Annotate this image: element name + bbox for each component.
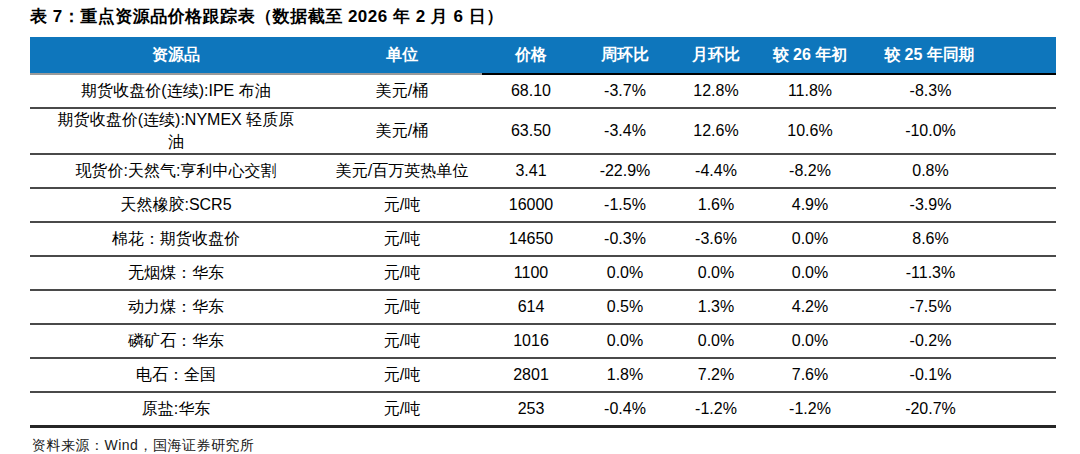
value-cell: 1100: [482, 256, 580, 290]
column-header: 较 26 年初: [762, 37, 858, 74]
table-row: 天然橡胶:SCR5元/吨16000-1.5%1.6%4.9%-3.9%: [30, 188, 1056, 222]
value-cell: 614: [482, 290, 580, 324]
value-cell: 0.0%: [762, 256, 858, 290]
value-cell: -20.7%: [858, 392, 1056, 427]
table-row: 棉花：期货收盘价元/吨14650-0.3%-3.6%0.0%8.6%: [30, 222, 1056, 256]
value-cell: 4.9%: [762, 188, 858, 222]
value-cell: 0.0%: [580, 324, 670, 358]
resource-name-cell: 期货收盘价(连续):NYMEX 轻质原 油: [30, 108, 322, 154]
value-cell: 253: [482, 392, 580, 427]
value-cell: -3.9%: [858, 188, 1056, 222]
column-header: 价格: [482, 37, 580, 74]
value-cell: -8.3%: [858, 74, 1056, 108]
column-header: 单位: [322, 37, 482, 74]
value-cell: 68.10: [482, 74, 580, 108]
resource-name-cell: 电石：全国: [30, 358, 322, 392]
value-cell: 美元/桶: [322, 74, 482, 108]
value-cell: 1.3%: [670, 290, 762, 324]
value-cell: 16000: [482, 188, 580, 222]
table-row: 动力煤：华东元/吨6140.5%1.3%4.2%-7.5%: [30, 290, 1056, 324]
column-header: 周环比: [580, 37, 670, 74]
table-row: 期货收盘价(连续):NYMEX 轻质原 油美元/桶63.50-3.4%12.6%…: [30, 108, 1056, 154]
data-source-note: 资料来源：Wind，国海证券研究所: [32, 437, 1056, 454]
resource-name-cell: 期货收盘价(连续):IPE 布油: [30, 74, 322, 108]
value-cell: -8.2%: [762, 154, 858, 188]
resource-price-table: 资源品单位价格周环比月环比较 26 年初较 25 年同期 期货收盘价(连续):I…: [30, 37, 1056, 428]
value-cell: 元/吨: [322, 290, 482, 324]
resource-name-cell: 磷矿石：华东: [30, 324, 322, 358]
value-cell: -0.2%: [858, 324, 1056, 358]
table-row: 原盐:华东元/吨253-0.4%-1.2%-1.2%-20.7%: [30, 392, 1056, 427]
value-cell: 0.5%: [580, 290, 670, 324]
value-cell: 12.6%: [670, 108, 762, 154]
value-cell: -0.4%: [580, 392, 670, 427]
column-header: 资源品: [30, 37, 322, 74]
value-cell: 美元/百万英热单位: [322, 154, 482, 188]
value-cell: 0.0%: [670, 324, 762, 358]
value-cell: 1016: [482, 324, 580, 358]
value-cell: -0.3%: [580, 222, 670, 256]
table-row: 期货收盘价(连续):IPE 布油美元/桶68.10-3.7%12.8%11.8%…: [30, 74, 1056, 108]
value-cell: 0.0%: [762, 324, 858, 358]
resource-name-cell: 原盐:华东: [30, 392, 322, 427]
value-cell: 元/吨: [322, 392, 482, 427]
resource-name-cell: 无烟煤：华东: [30, 256, 322, 290]
value-cell: 0.8%: [858, 154, 1056, 188]
value-cell: -0.1%: [858, 358, 1056, 392]
value-cell: 元/吨: [322, 222, 482, 256]
resource-name-cell: 动力煤：华东: [30, 290, 322, 324]
table-row: 无烟煤：华东元/吨11000.0%0.0%0.0%-11.3%: [30, 256, 1056, 290]
value-cell: -22.9%: [580, 154, 670, 188]
table-header: 资源品单位价格周环比月环比较 26 年初较 25 年同期: [30, 37, 1056, 74]
resource-name-cell: 现货价:天然气:亨利中心交割: [30, 154, 322, 188]
table-row: 电石：全国元/吨28011.8%7.2%7.6%-0.1%: [30, 358, 1056, 392]
value-cell: -1.2%: [670, 392, 762, 427]
column-header: 月环比: [670, 37, 762, 74]
value-cell: 12.8%: [670, 74, 762, 108]
value-cell: -3.4%: [580, 108, 670, 154]
table-row: 磷矿石：华东元/吨10160.0%0.0%0.0%-0.2%: [30, 324, 1056, 358]
table-title: 表 7：重点资源品价格跟踪表（数据截至 2026 年 2 月 6 日）: [30, 5, 1056, 29]
table-header-row: 资源品单位价格周环比月环比较 26 年初较 25 年同期: [30, 37, 1056, 74]
resource-name-cell: 棉花：期货收盘价: [30, 222, 322, 256]
report-table-section: 表 7：重点资源品价格跟踪表（数据截至 2026 年 2 月 6 日） 资源品单…: [0, 0, 1080, 454]
value-cell: -3.7%: [580, 74, 670, 108]
value-cell: -10.0%: [858, 108, 1056, 154]
value-cell: 7.6%: [762, 358, 858, 392]
value-cell: 10.6%: [762, 108, 858, 154]
value-cell: 4.2%: [762, 290, 858, 324]
value-cell: 0.0%: [670, 256, 762, 290]
value-cell: -1.5%: [580, 188, 670, 222]
table-body: 期货收盘价(连续):IPE 布油美元/桶68.10-3.7%12.8%11.8%…: [30, 74, 1056, 427]
value-cell: 0.0%: [580, 256, 670, 290]
table-row: 现货价:天然气:亨利中心交割美元/百万英热单位3.41-22.9%-4.4%-8…: [30, 154, 1056, 188]
value-cell: 美元/桶: [322, 108, 482, 154]
value-cell: 14650: [482, 222, 580, 256]
value-cell: -7.5%: [858, 290, 1056, 324]
value-cell: 0.0%: [762, 222, 858, 256]
value-cell: 7.2%: [670, 358, 762, 392]
value-cell: 元/吨: [322, 188, 482, 222]
value-cell: 2801: [482, 358, 580, 392]
value-cell: -1.2%: [762, 392, 858, 427]
value-cell: -4.4%: [670, 154, 762, 188]
column-header: 较 25 年同期: [858, 37, 1056, 74]
value-cell: -11.3%: [858, 256, 1056, 290]
value-cell: -3.6%: [670, 222, 762, 256]
value-cell: 1.8%: [580, 358, 670, 392]
value-cell: 63.50: [482, 108, 580, 154]
value-cell: 3.41: [482, 154, 580, 188]
value-cell: 1.6%: [670, 188, 762, 222]
value-cell: 元/吨: [322, 358, 482, 392]
value-cell: 元/吨: [322, 324, 482, 358]
value-cell: 8.6%: [858, 222, 1056, 256]
value-cell: 11.8%: [762, 74, 858, 108]
value-cell: 元/吨: [322, 256, 482, 290]
resource-name-cell: 天然橡胶:SCR5: [30, 188, 322, 222]
